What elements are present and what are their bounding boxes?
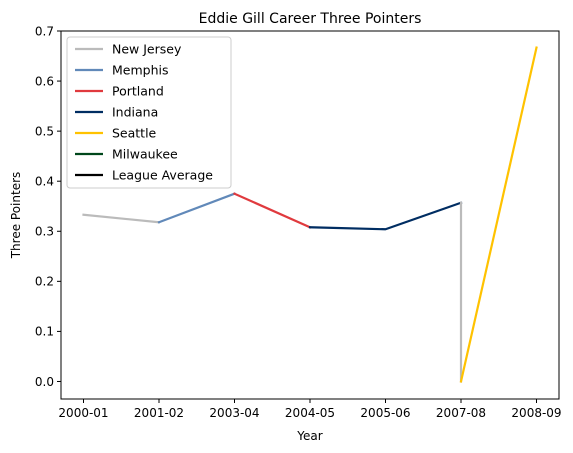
x-tick-label: 2004-05 xyxy=(285,406,335,420)
x-tick-label: 2008-09 xyxy=(511,406,561,420)
y-tick-label: 0.0 xyxy=(35,375,54,389)
y-tick-label: 0.3 xyxy=(35,225,54,239)
x-axis-label: Year xyxy=(296,429,322,443)
x-tick-label: 2000-01 xyxy=(58,406,108,420)
series-line-seattle-5 xyxy=(459,46,538,383)
legend-label-seattle: Seattle xyxy=(112,126,157,141)
series-line-portland-2 xyxy=(233,192,312,229)
y-axis-label: Three Pointers xyxy=(9,172,23,260)
x-tick-label: 2005-06 xyxy=(360,406,410,420)
y-tick-label: 0.1 xyxy=(35,325,54,339)
x-tick-label: 2003-04 xyxy=(209,406,259,420)
series-line-new-jersey-0 xyxy=(82,213,161,224)
legend-label-league-average: League Average xyxy=(112,168,213,183)
legend-label-milwaukee: Milwaukee xyxy=(112,147,178,162)
y-tick-label: 0.5 xyxy=(35,124,54,138)
series-line-indiana-3 xyxy=(308,201,463,231)
series-line-memphis-1 xyxy=(157,192,236,224)
y-tick-label: 0.6 xyxy=(35,74,54,88)
y-tick-label: 0.4 xyxy=(35,175,54,189)
legend-label-portland: Portland xyxy=(112,84,164,99)
legend-label-indiana: Indiana xyxy=(112,105,158,120)
x-tick-label: 2001-02 xyxy=(134,406,184,420)
x-tick-label: 2007-08 xyxy=(436,406,486,420)
legend-label-new-jersey: New Jersey xyxy=(112,42,182,57)
legend-label-memphis: Memphis xyxy=(112,63,169,78)
legend-box xyxy=(66,36,232,189)
plot-area: 0.0 0.1 0.2 0.3 0.4 0.5 0.6 0.7 2000-01 2001-02 20… xyxy=(35,24,562,420)
y-tick-label: 0.7 xyxy=(35,24,54,38)
y-tick-label: 0.2 xyxy=(35,275,54,289)
chart-title: Eddie Gill Career Three Pointers xyxy=(199,11,422,27)
